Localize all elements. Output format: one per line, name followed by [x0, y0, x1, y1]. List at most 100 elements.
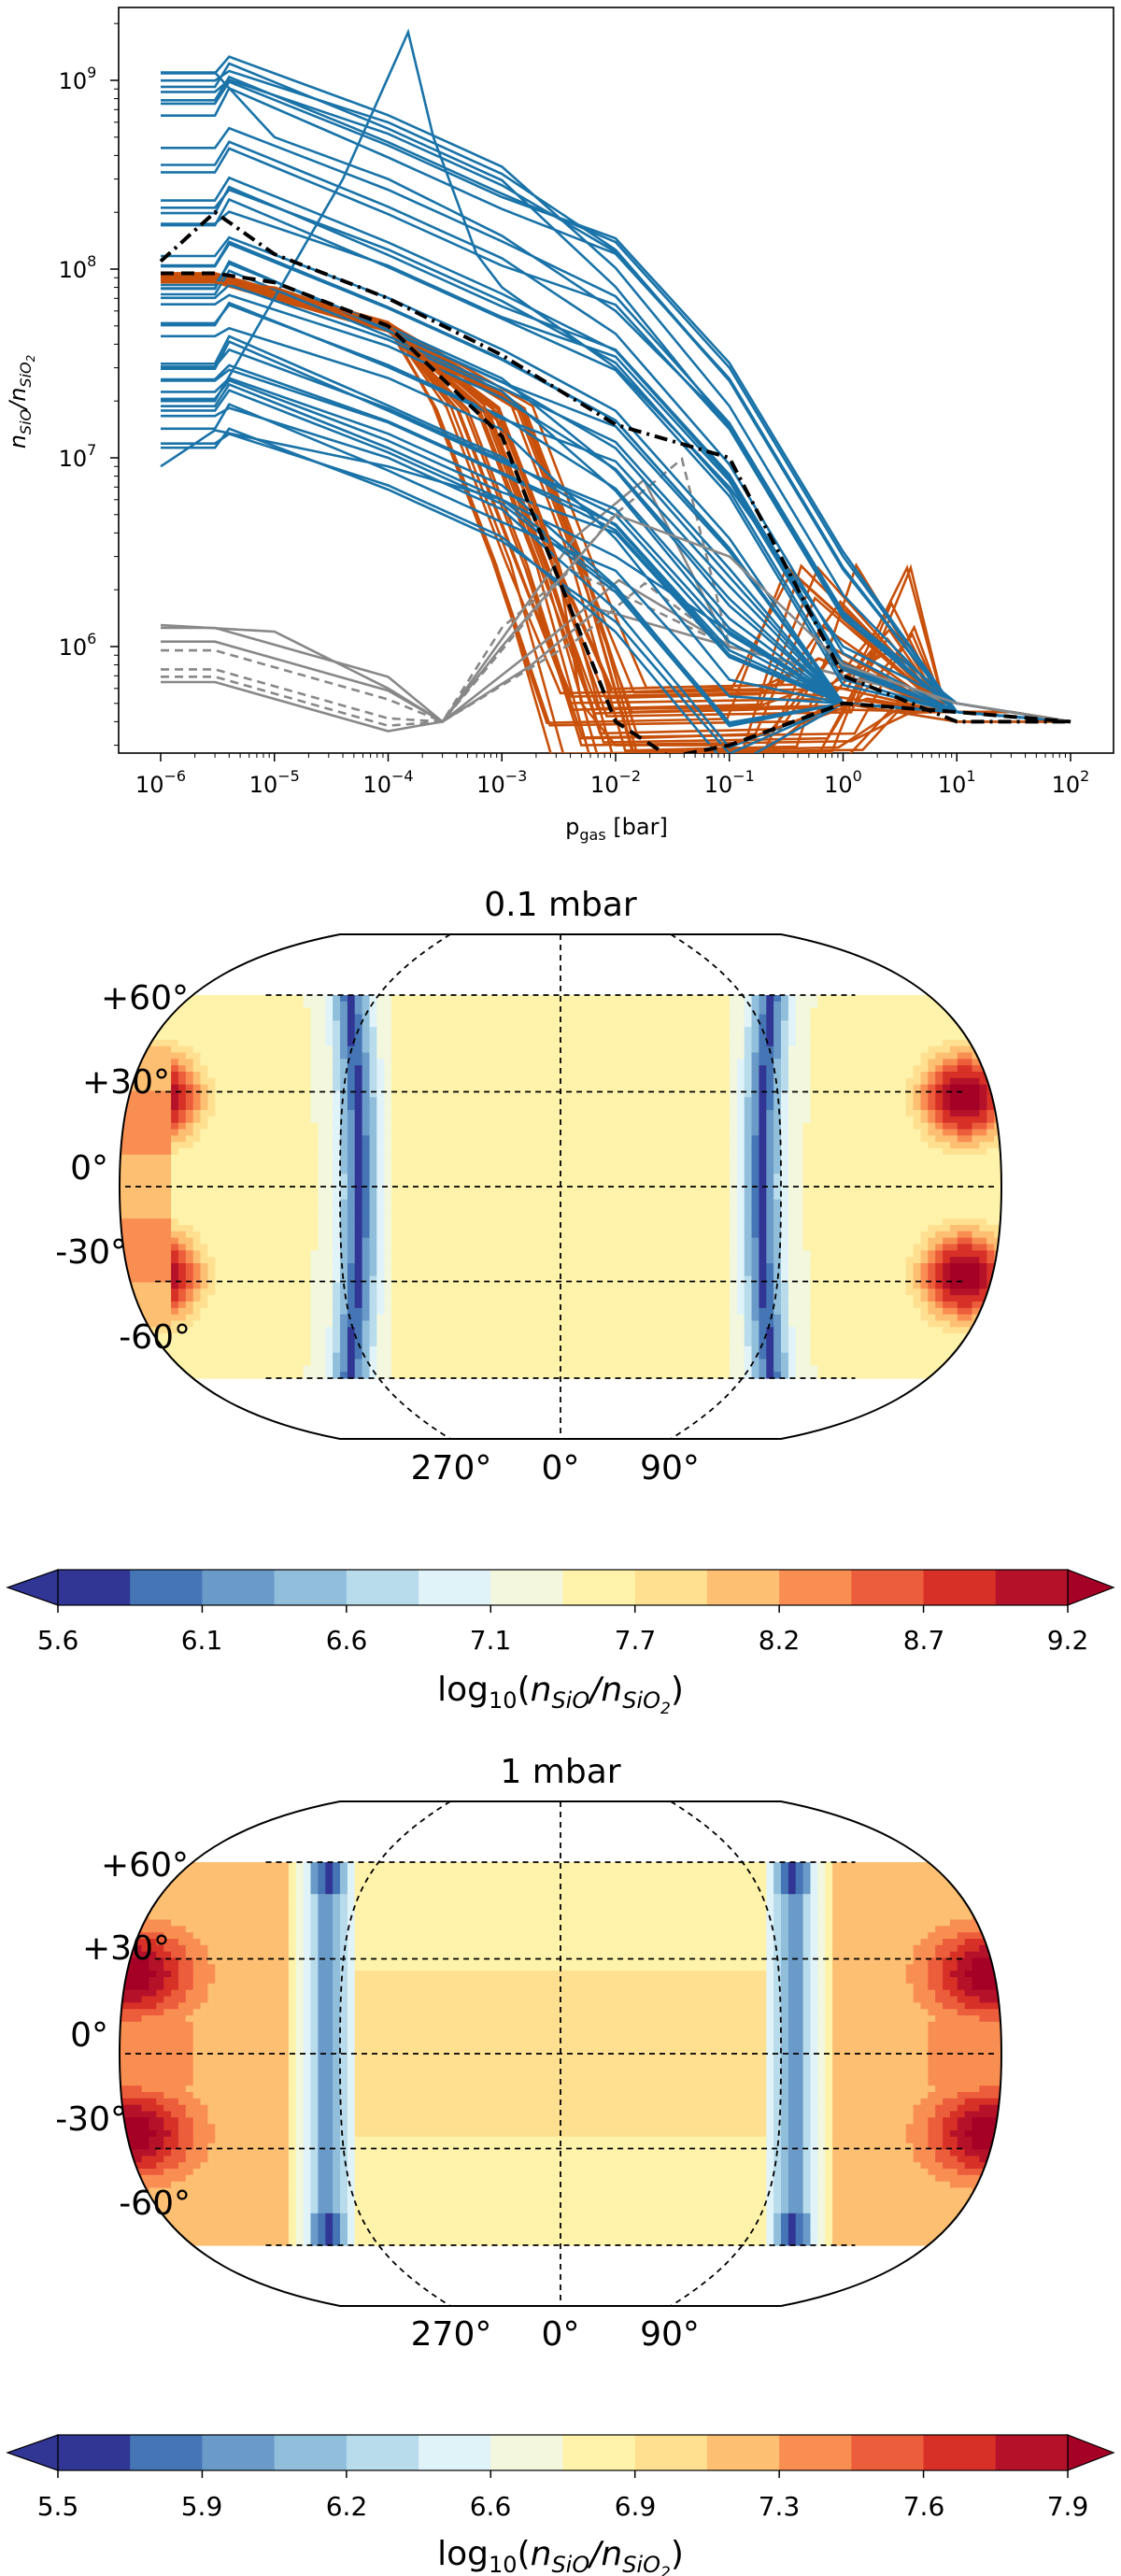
contour-cell	[656, 1097, 664, 1104]
contour-cell	[692, 1180, 702, 1188]
contour-cell	[928, 1052, 936, 1060]
contour-cell	[464, 1090, 474, 1098]
contour-cell	[141, 1097, 150, 1104]
contour-cell	[633, 1199, 643, 1207]
contour-cell	[839, 1154, 848, 1162]
contour-cell	[861, 1142, 870, 1149]
contour-cell	[957, 1167, 966, 1174]
contour-cell	[472, 1212, 481, 1219]
contour-cell	[766, 1244, 774, 1251]
contour-cell	[171, 1187, 179, 1194]
contour-cell	[715, 1110, 723, 1117]
contour-cell	[376, 1154, 385, 1162]
contour-cell	[707, 1167, 716, 1174]
contour-cell	[472, 1020, 481, 1028]
contour-cell	[494, 1110, 503, 1117]
contour-cell	[846, 1142, 856, 1149]
contour-cell	[200, 1205, 208, 1213]
contour-cell	[781, 1052, 789, 1060]
contour-cell	[707, 1059, 716, 1066]
contour-cell	[405, 1077, 415, 1086]
contour-cell	[656, 1212, 664, 1219]
contour-cell	[163, 1212, 172, 1219]
contour-cell	[450, 1135, 459, 1143]
contour-cell	[920, 1205, 929, 1213]
contour-cell	[413, 1084, 422, 1092]
contour-cell	[604, 1110, 613, 1117]
contour-cell	[369, 1052, 377, 1060]
contour-cell	[751, 1129, 759, 1136]
contour-cell	[707, 1122, 716, 1131]
contour-cell	[949, 1059, 958, 1066]
contour-cell	[362, 1237, 371, 1245]
contour-cell	[656, 1129, 664, 1136]
contour-cell	[531, 1218, 539, 1226]
contour-cell	[523, 1103, 532, 1111]
contour-cell	[604, 1167, 613, 1174]
contour-cell	[405, 1052, 415, 1060]
contour-cell	[575, 1027, 584, 1034]
contour-cell	[671, 1046, 679, 1054]
contour-cell	[949, 1225, 958, 1232]
contour-cell	[839, 1103, 848, 1111]
contour-cell	[846, 1084, 856, 1092]
contour-cell	[538, 1007, 546, 1016]
contour-cell	[766, 1014, 774, 1021]
contour-cell	[861, 1218, 870, 1226]
contour-cell	[472, 1142, 481, 1149]
contour-cell	[884, 1218, 892, 1226]
contour-cell	[340, 1084, 348, 1092]
contour-cell	[428, 1244, 436, 1251]
contour-cell	[920, 1212, 929, 1219]
contour-cell	[648, 1244, 657, 1251]
contour-cell	[435, 1090, 444, 1098]
contour-cell	[281, 1160, 290, 1169]
contour-cell	[663, 1065, 672, 1073]
contour-cell	[200, 1090, 208, 1098]
contour-cell	[575, 1020, 584, 1028]
contour-cell	[788, 1237, 797, 1245]
contour-cell	[391, 1237, 400, 1245]
contour-cell	[656, 1052, 664, 1060]
contour-cell	[274, 1122, 282, 1131]
contour-cell	[986, 1180, 995, 1188]
contour-cell	[266, 1020, 275, 1028]
contour-cell	[700, 1122, 708, 1131]
contour-cell	[126, 1218, 135, 1226]
contour-cell	[288, 1244, 297, 1251]
contour-cell	[575, 1135, 584, 1143]
contour-cell	[633, 1148, 643, 1156]
contour-cell	[163, 1129, 172, 1136]
contour-cell	[251, 1007, 261, 1016]
contour-cell	[310, 1110, 319, 1117]
contour-cell	[663, 1103, 672, 1111]
contour-cell	[420, 1072, 429, 1079]
contour-cell	[928, 1160, 936, 1169]
contour-cell	[751, 1052, 759, 1060]
contour-cell	[781, 1039, 789, 1047]
contour-cell	[413, 1129, 422, 1136]
contour-cell	[905, 1110, 915, 1117]
contour-cell	[405, 1154, 415, 1162]
contour-cell	[751, 1154, 759, 1162]
contour-cell	[281, 1122, 290, 1131]
contour-cell	[288, 1199, 297, 1207]
contour-cell	[149, 1116, 157, 1124]
contour-cell	[435, 1059, 444, 1066]
contour-cell	[949, 1090, 958, 1098]
contour-cell	[384, 1237, 392, 1245]
contour-cell	[964, 1187, 973, 1194]
contour-cell	[612, 1180, 620, 1188]
contour-cell	[134, 1174, 143, 1181]
contour-cell	[671, 1020, 679, 1028]
contour-cell	[656, 1110, 664, 1117]
contour-cell	[707, 1046, 716, 1054]
contour-cell	[979, 1160, 987, 1169]
contour-cell	[325, 1231, 333, 1239]
contour-cell	[171, 1212, 179, 1219]
contour-cell	[575, 1097, 584, 1104]
contour-cell	[266, 1027, 275, 1034]
contour-cell	[913, 1199, 922, 1207]
contour-cell	[230, 1116, 238, 1124]
contour-cell	[905, 1077, 915, 1086]
